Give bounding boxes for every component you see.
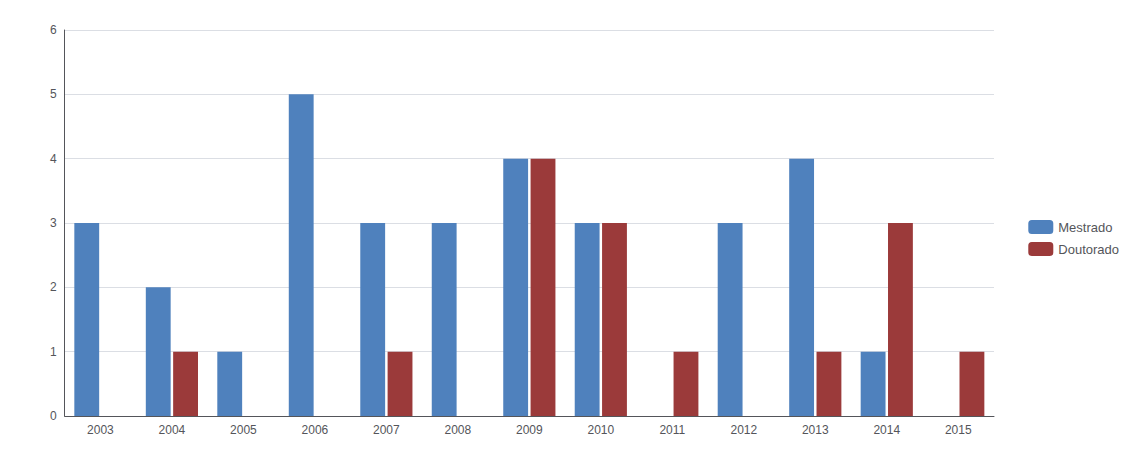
svg-text:2015: 2015 [945,423,972,437]
svg-text:2011: 2011 [659,423,685,437]
svg-text:6: 6 [50,23,57,37]
svg-text:3: 3 [50,216,57,230]
svg-text:2014: 2014 [873,423,900,437]
svg-text:2003: 2003 [87,423,114,437]
svg-text:2007: 2007 [373,423,400,437]
svg-text:2012: 2012 [730,423,757,437]
svg-text:Doutorado: Doutorado [1058,242,1119,257]
svg-text:1: 1 [50,345,57,359]
svg-text:2: 2 [50,280,57,294]
svg-text:2008: 2008 [444,423,471,437]
svg-text:2004: 2004 [159,423,186,437]
svg-text:2009: 2009 [516,423,543,437]
svg-text:0: 0 [50,409,57,423]
svg-text:5: 5 [50,87,57,101]
svg-text:2010: 2010 [587,423,614,437]
svg-text:4: 4 [50,152,57,166]
svg-text:2006: 2006 [302,423,329,437]
svg-text:2005: 2005 [230,423,257,437]
svg-text:Mestrado: Mestrado [1058,220,1112,235]
svg-text:2013: 2013 [802,423,829,437]
